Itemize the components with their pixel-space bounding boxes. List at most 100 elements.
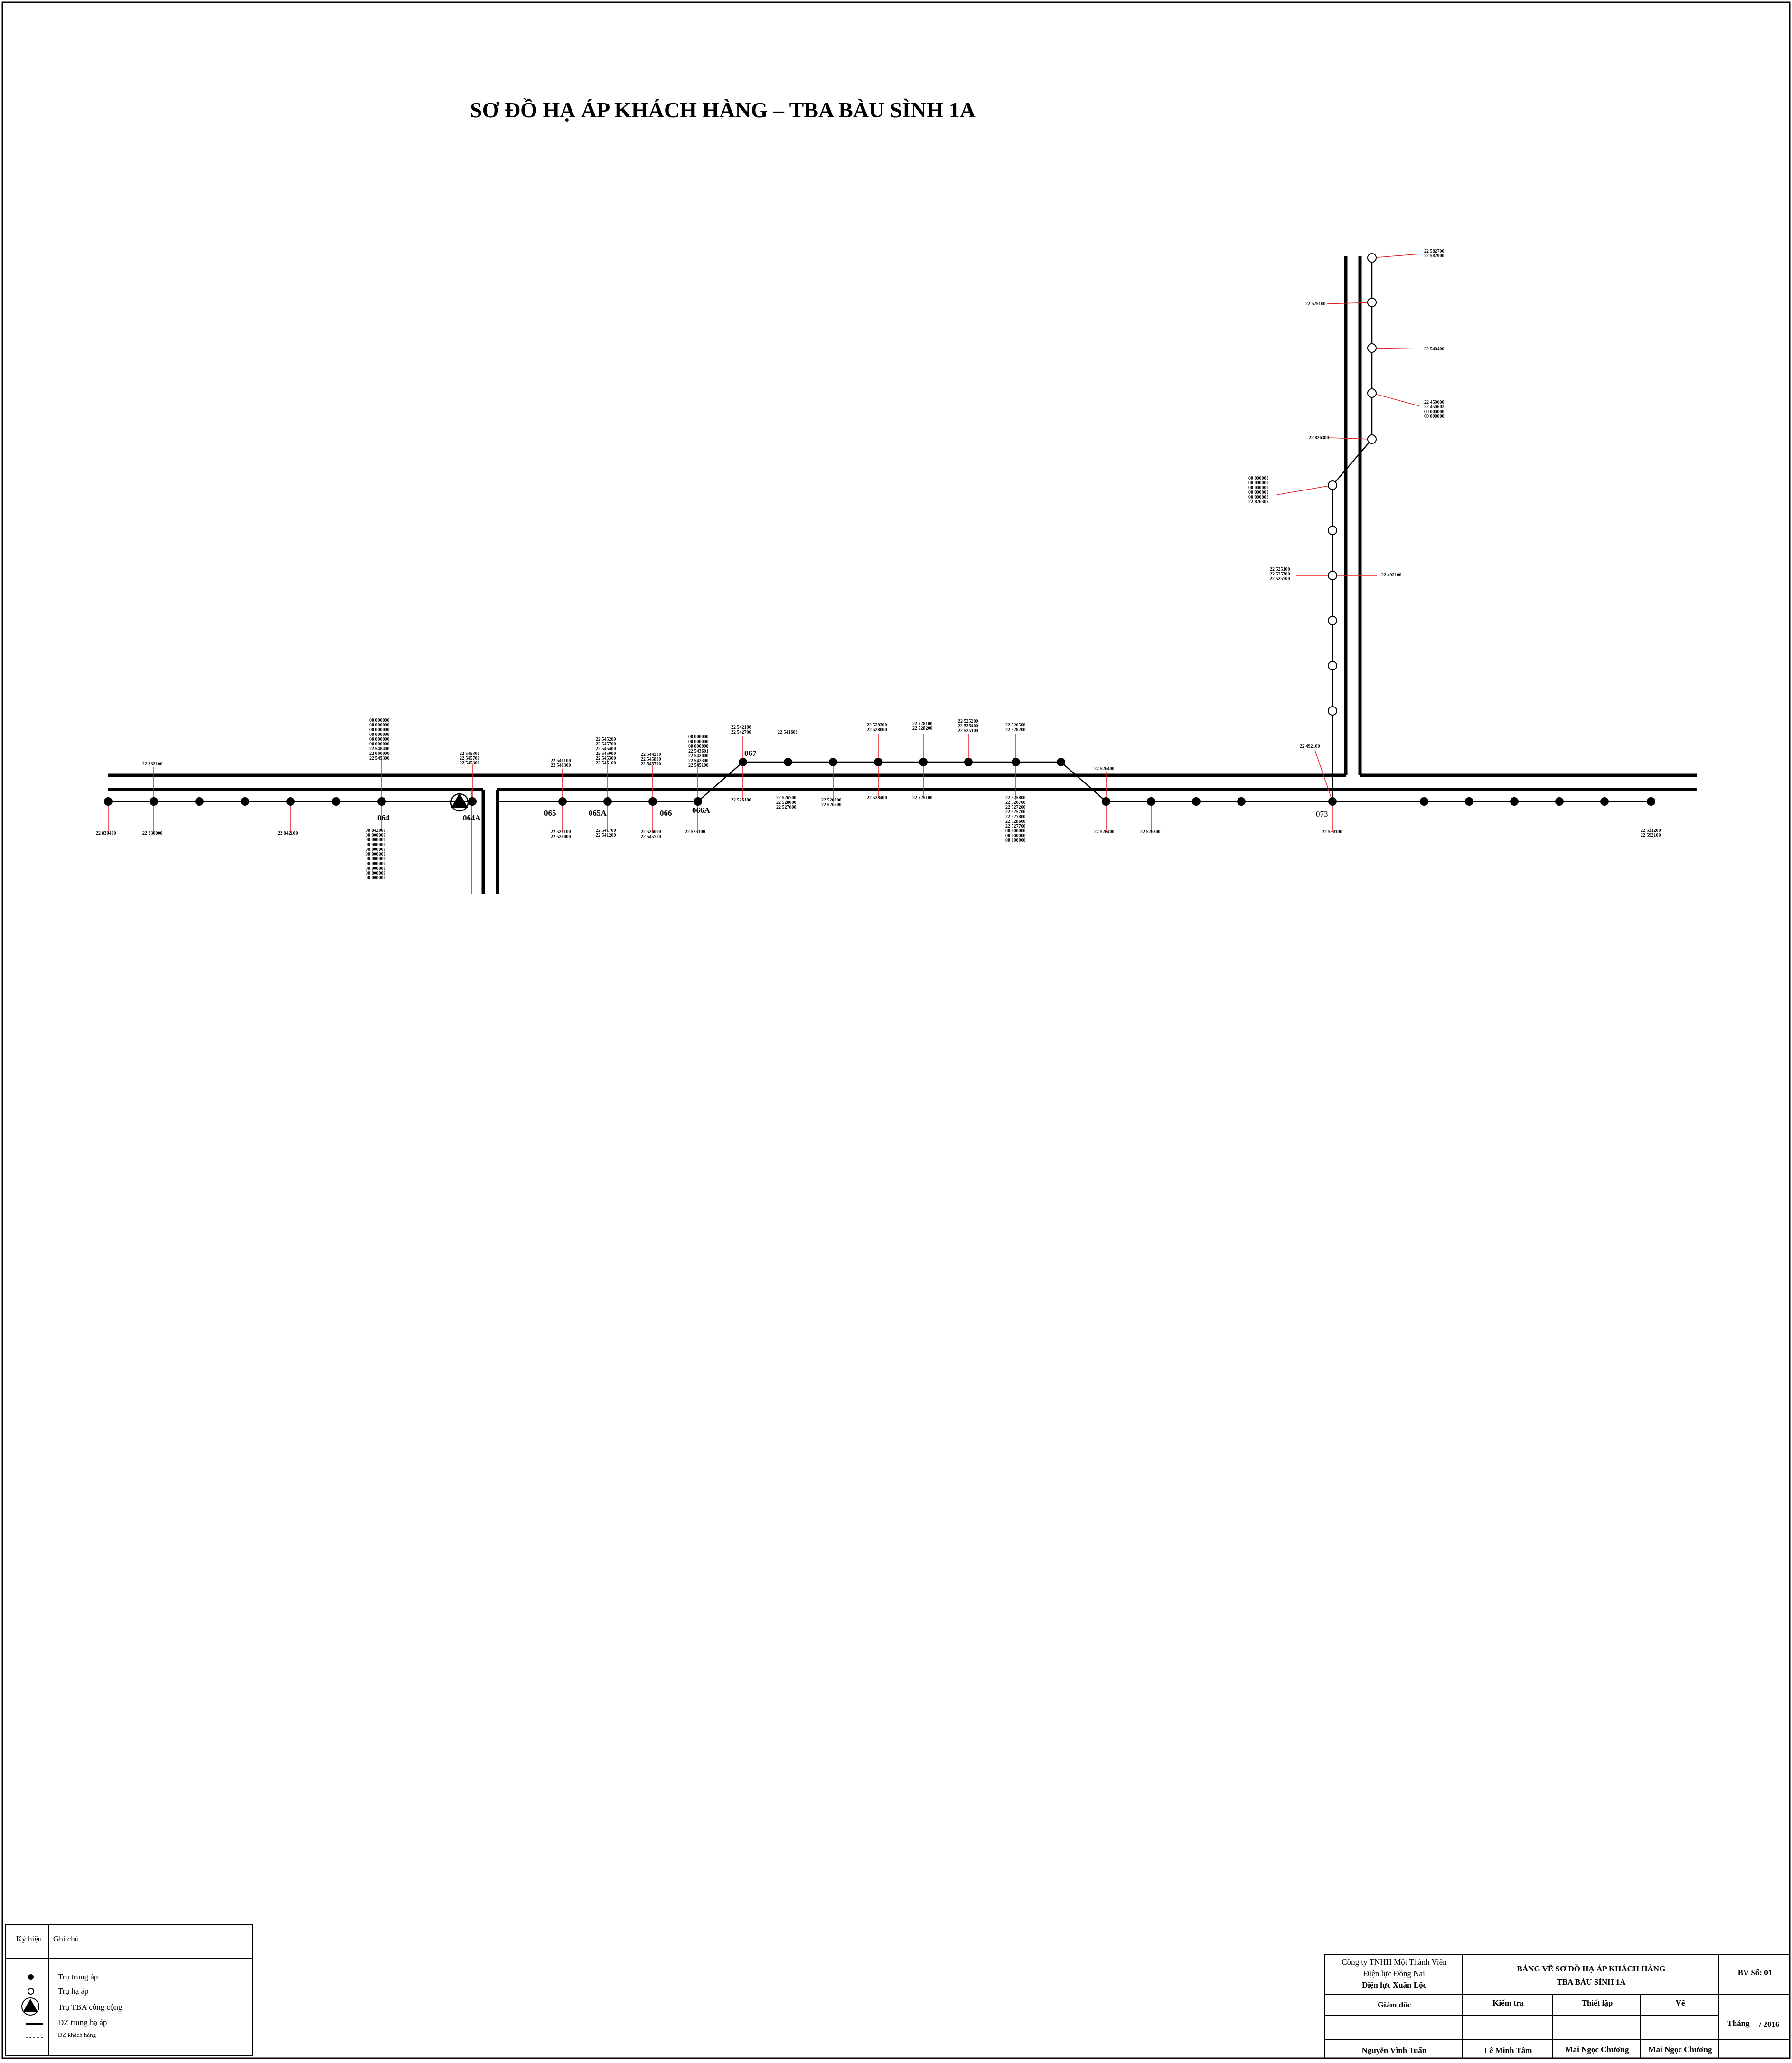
customer-label-l2: 22 830400	[96, 831, 116, 836]
customer-leader	[1371, 254, 1420, 258]
customer-line-icon	[26, 2037, 43, 2038]
lv-pole	[1328, 526, 1337, 535]
customer-code: 00 000000	[688, 739, 709, 744]
customer-code: 22 525100	[958, 728, 978, 734]
customer-code: 22 526300	[1140, 829, 1161, 835]
customer-code: 00 000000	[1424, 414, 1445, 419]
year-label: / 2016	[1759, 2020, 1780, 2029]
customer-code: 22 592100	[1641, 833, 1661, 838]
drawing-name-2: TBA BÀU SÌNH 1A	[1557, 1978, 1626, 1987]
mv-pole	[829, 758, 837, 766]
legend-col-note: Ghi chú	[53, 1934, 79, 1943]
customer-code: 22 546100	[551, 758, 571, 763]
customer-code: 22 545400	[596, 746, 616, 752]
customer-code: 22 545100	[596, 761, 616, 766]
customer-code: 22 528300	[867, 723, 887, 728]
mv-pole	[104, 797, 113, 806]
mv-pole	[286, 797, 295, 806]
customer-label-l23: 22 528100 22 528200	[912, 721, 933, 731]
customer-code: 22 526000	[641, 829, 661, 835]
customer-code: 22 582700	[1424, 249, 1445, 254]
mv-pole	[1328, 797, 1337, 806]
customer-code: 00 000000	[366, 852, 386, 857]
customer-code: 22 582900	[1424, 254, 1445, 259]
title-block: Công ty TNHH Một Thành Viên Điện lực Đồn…	[1324, 1954, 1790, 2059]
customer-code: 22 525400	[958, 724, 978, 729]
mv-pole	[1102, 797, 1110, 806]
customer-code: 22 527600	[776, 805, 797, 810]
customer-code: 22 531200	[1641, 828, 1661, 833]
mv-pole	[241, 797, 249, 806]
customer-code: 00 000000	[366, 833, 386, 838]
company-block: Công ty TNHH Một Thành Viên Điện lực Đồn…	[1325, 1957, 1463, 1991]
mv-pole	[1420, 797, 1428, 806]
customer-code: 22 525700	[1270, 576, 1290, 582]
lv-pole	[1328, 571, 1337, 580]
customer-code: 22 525100	[912, 795, 933, 801]
mv-pole-icon	[28, 1974, 34, 1980]
mv-pole	[1012, 758, 1020, 766]
lv-pole	[1367, 298, 1377, 307]
lv-wiring	[108, 258, 1651, 802]
lv-pole-icon	[28, 1988, 34, 1995]
customer-code: 00 000000	[1424, 409, 1445, 414]
customer-code: 22 526100	[551, 829, 571, 835]
customer-label-l11: 22 541700 22 541200	[596, 828, 616, 838]
medium-voltage-lines	[108, 256, 1697, 894]
customer-code: 22 842100	[278, 831, 298, 836]
customer-code: 22 528200	[1005, 727, 1026, 733]
customer-code: 00 000000	[369, 732, 390, 737]
customer-label-l31: 22 492100	[1300, 744, 1320, 749]
lv-pole	[1367, 434, 1377, 444]
customer-leader	[1314, 750, 1333, 802]
drawing-name-block: BẢNG VẼ SƠ ĐỒ HẠ ÁP KHÁCH HÀNG TBA BÀU S…	[1463, 1962, 1719, 1989]
customer-code: 00 000000	[369, 718, 390, 723]
customer-label-l26: 22 526500 22 528200	[1005, 723, 1026, 733]
mv-pole	[603, 797, 612, 806]
customer-code: 00 000000	[366, 861, 386, 867]
customer-code: 00 000000	[366, 876, 386, 881]
customer-code: 22 545200	[596, 737, 616, 742]
customer-label-l33: 22 531200 22 592100	[1641, 828, 1661, 838]
customer-label-l38: 22 826300	[1309, 435, 1329, 441]
customer-code: 22 526400	[1094, 829, 1115, 835]
mv-pole	[1057, 758, 1065, 766]
page-title: SƠ ĐỒ HẠ ÁP KHÁCH HÀNG – TBA BÀU SÌNH 1A	[470, 98, 976, 122]
customer-label-l41: 22 492100	[1381, 573, 1402, 578]
customer-label-l1: 22 832100	[142, 762, 163, 767]
customer-code: 22 541700	[596, 828, 616, 833]
legend-box: Ký hiệu Ghi chú Trụ trung áp Trụ hạ áp T…	[5, 1924, 253, 2056]
customer-code: 22 526500	[1005, 723, 1026, 728]
lv-pole	[1367, 343, 1377, 353]
title-block-grid	[1324, 1954, 1790, 2059]
customer-code: 22 540400	[1424, 347, 1445, 352]
lv-pole	[1367, 388, 1377, 398]
customer-code: 22 492100	[1381, 573, 1402, 578]
role-draw: Vẽ	[1675, 1998, 1685, 2007]
customer-code: 22 541600	[778, 730, 798, 735]
legend-item-lv-pole: Trụ hạ áp	[58, 1987, 89, 1996]
customer-leaders	[108, 254, 1651, 833]
customer-code: 22 545700	[641, 834, 661, 839]
customer-code: 22 542100	[731, 725, 751, 730]
customer-label-l36: 22 540400	[1424, 347, 1445, 352]
customer-leader	[1329, 437, 1372, 440]
mv-pole	[964, 758, 973, 766]
transformer-legend-icon	[21, 1997, 39, 2016]
customer-code: 00 000000	[1248, 490, 1269, 495]
customer-code: 22 528000	[776, 800, 797, 805]
legend-divider	[48, 1925, 49, 2055]
customer-label-l39: 00 000000 00 000000 00 000000 00 000000 00 0…	[1248, 476, 1269, 505]
customer-code: 22 528100	[912, 721, 933, 726]
customer-label-l30: 22 526300	[1140, 829, 1161, 835]
customer-label-l12: 22 544200 22 545800 22 545700	[641, 752, 661, 767]
customer-code: 00 000000	[366, 847, 386, 852]
customer-code: 00 000000	[1005, 829, 1026, 834]
customer-code: 22 528400	[867, 795, 887, 801]
mv-pole	[1192, 797, 1201, 806]
customer-code: 22 545700	[596, 742, 616, 747]
mv-lv-line-icon	[26, 2023, 43, 2025]
customer-code: 22 526400	[1094, 766, 1115, 772]
lv-pole	[1328, 480, 1337, 490]
